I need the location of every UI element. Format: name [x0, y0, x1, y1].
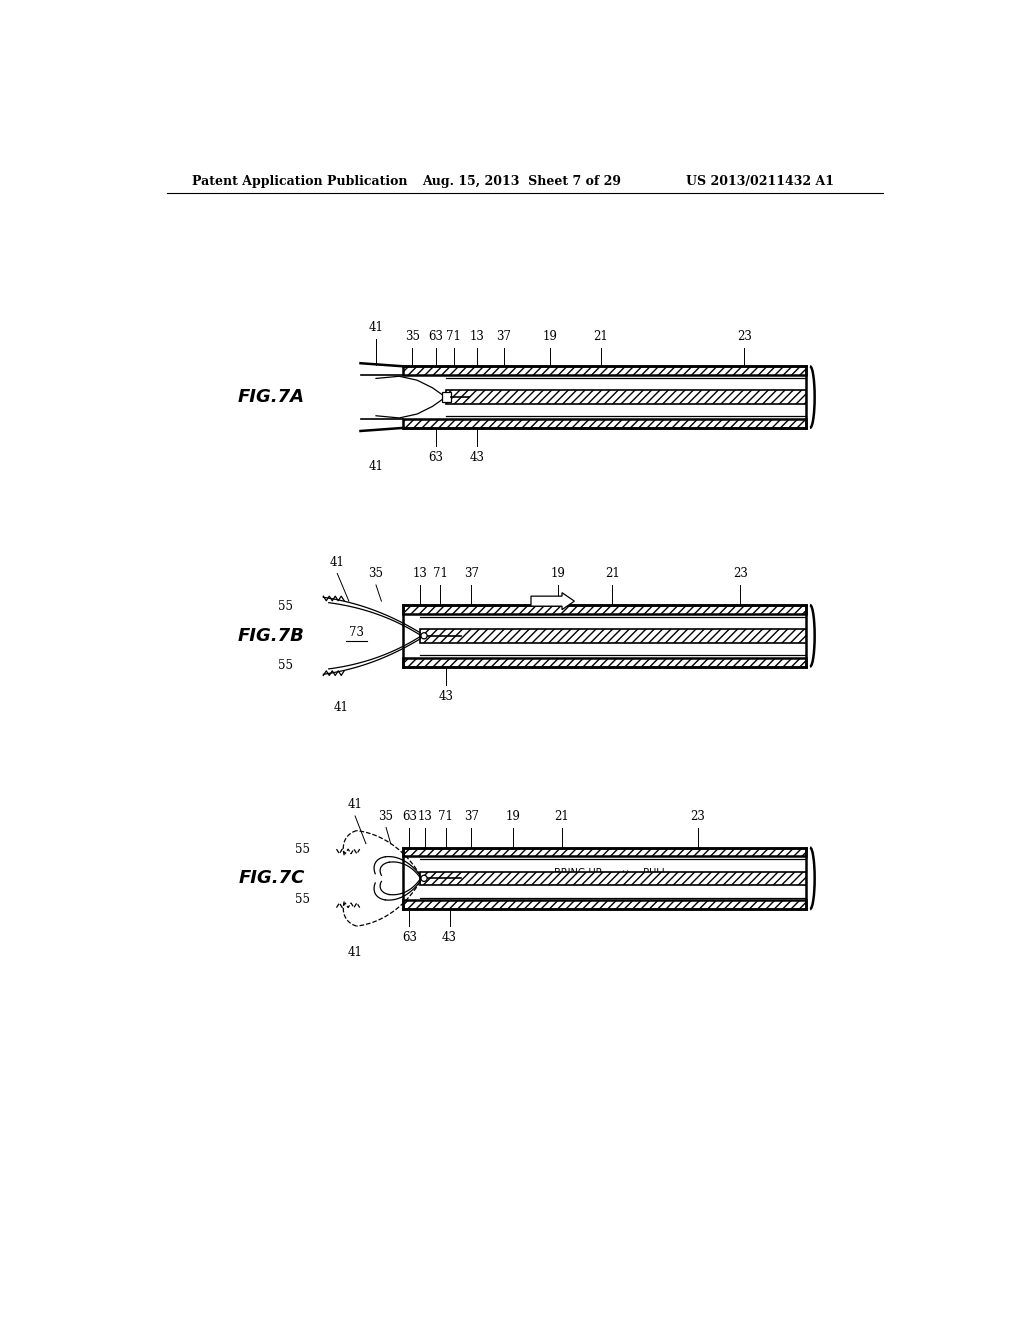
Text: 13: 13	[413, 568, 428, 581]
Bar	[356, 375, 407, 418]
Bar	[403, 418, 806, 428]
Text: ↔: ↔	[621, 869, 630, 878]
Text: 37: 37	[464, 568, 479, 581]
Bar	[442, 392, 452, 401]
Bar	[420, 871, 806, 886]
Text: Aug. 15, 2013  Sheet 7 of 29: Aug. 15, 2013 Sheet 7 of 29	[423, 176, 622, 189]
Text: 37: 37	[497, 330, 511, 343]
Text: 43: 43	[442, 931, 457, 944]
Text: 55: 55	[279, 601, 293, 612]
Bar	[403, 367, 806, 375]
Bar	[403, 375, 806, 418]
Text: 63: 63	[428, 330, 443, 343]
Bar	[420, 630, 806, 643]
Circle shape	[421, 875, 427, 882]
Bar	[445, 391, 806, 404]
Bar	[445, 391, 806, 404]
Bar	[403, 605, 806, 614]
Circle shape	[421, 632, 427, 639]
Text: 55: 55	[279, 659, 293, 672]
Text: FIG.7C: FIG.7C	[239, 870, 304, 887]
Text: 23: 23	[690, 810, 706, 822]
Text: 41: 41	[334, 701, 348, 714]
Text: FIG.7B: FIG.7B	[238, 627, 305, 644]
FancyArrow shape	[531, 593, 574, 610]
Text: 35: 35	[404, 330, 420, 343]
Bar	[403, 614, 806, 657]
Text: FIG.7A: FIG.7A	[238, 388, 305, 407]
Text: 35: 35	[369, 568, 384, 581]
Text: 21: 21	[605, 568, 620, 581]
Bar	[403, 847, 806, 857]
Text: 13: 13	[469, 330, 484, 343]
Text: 41: 41	[347, 799, 362, 812]
Bar	[403, 900, 806, 909]
Text: 21: 21	[555, 810, 569, 822]
Text: 41: 41	[347, 946, 362, 960]
Text: 73: 73	[349, 626, 365, 639]
Text: Patent Application Publication: Patent Application Publication	[191, 176, 408, 189]
Text: 41: 41	[369, 321, 383, 334]
Text: 41: 41	[369, 461, 383, 474]
Text: BRING UP: BRING UP	[554, 869, 605, 878]
Text: 41: 41	[330, 556, 345, 569]
Text: 43: 43	[438, 689, 454, 702]
Text: 63: 63	[401, 931, 417, 944]
Text: 19: 19	[551, 568, 565, 581]
Bar	[403, 605, 806, 614]
Text: 63: 63	[428, 451, 443, 465]
Text: 23: 23	[733, 568, 748, 581]
Text: 63: 63	[401, 810, 417, 822]
Bar	[403, 847, 806, 857]
Text: 13: 13	[418, 810, 432, 822]
Text: 43: 43	[469, 451, 484, 465]
Text: 71: 71	[446, 330, 461, 343]
Text: US 2013/0211432 A1: US 2013/0211432 A1	[686, 176, 834, 189]
Text: 71: 71	[438, 810, 454, 822]
Bar	[420, 871, 806, 886]
Text: 23: 23	[736, 330, 752, 343]
Bar	[403, 900, 806, 909]
Text: 21: 21	[593, 330, 608, 343]
Text: 55: 55	[295, 842, 310, 855]
Text: 19: 19	[543, 330, 558, 343]
Bar	[420, 630, 806, 643]
Bar	[403, 367, 806, 375]
Text: 35: 35	[379, 810, 393, 822]
Bar	[403, 857, 806, 900]
Text: 55: 55	[295, 894, 310, 907]
Bar	[403, 657, 806, 667]
Bar	[403, 657, 806, 667]
Text: 37: 37	[464, 810, 479, 822]
Text: 71: 71	[433, 568, 447, 581]
Text: PULL: PULL	[640, 869, 667, 878]
Text: 19: 19	[506, 810, 520, 822]
Bar	[403, 418, 806, 428]
